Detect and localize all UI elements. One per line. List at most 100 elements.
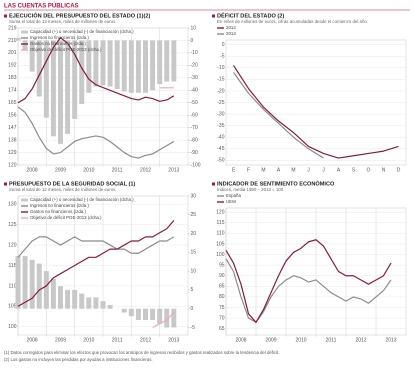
- bar: [135, 40, 141, 93]
- series-line: [225, 258, 392, 323]
- x-tick-label: 2013: [168, 337, 179, 343]
- legend-label: 2013: [226, 31, 236, 36]
- bar: [143, 308, 148, 320]
- x-tick-label: 2008: [27, 337, 38, 343]
- bar: [114, 40, 120, 90]
- y-tick-label: 129: [8, 150, 17, 156]
- legend-label: Ingresos no financieros (izda.): [30, 203, 89, 208]
- page-header: LAS CUENTAS PÚBLICAS: [4, 3, 79, 10]
- y-tick-label: 183: [8, 75, 17, 81]
- y2-tick-label: -90: [191, 150, 198, 156]
- series-line: [17, 37, 175, 104]
- bar: [58, 40, 63, 144]
- legend-label: UEM: [226, 199, 236, 204]
- bar: [15, 256, 21, 309]
- y2-tick-label: -100: [191, 162, 201, 168]
- x-tick-label: 2010: [83, 167, 94, 173]
- bar: [150, 40, 156, 91]
- x-tick-label: 2010: [295, 337, 306, 343]
- y-tick-label: 125: [8, 222, 17, 228]
- legend-label: 2012: [226, 25, 236, 30]
- y-tick-label: -10: [217, 65, 224, 71]
- x-tick-label: O: [367, 167, 371, 173]
- x-tick-label: 2009: [265, 337, 276, 343]
- y-tick-label: -45: [217, 146, 224, 152]
- x-tick-label: 2012: [355, 337, 366, 343]
- legend-label: Ingresos no financieros (izda.): [30, 35, 89, 40]
- chart-subtitle: En miles de millones de euros, cifras ac…: [217, 19, 367, 24]
- bar: [29, 40, 35, 72]
- bar: [93, 297, 99, 309]
- y-tick-label: 105: [8, 304, 17, 310]
- y2-tick-label: 0: [191, 306, 194, 312]
- bar: [121, 308, 127, 313]
- y2-tick-label: -60: [191, 113, 198, 119]
- bar: [171, 308, 177, 328]
- x-tick-label: M: [261, 167, 265, 173]
- bar: [50, 40, 56, 137]
- y-tick-label: -20: [217, 88, 224, 94]
- y-tick-label: 65: [219, 326, 225, 332]
- series-line: [225, 239, 392, 323]
- bar: [107, 40, 113, 87]
- bar: [43, 271, 49, 309]
- y-tick-label: -40: [217, 135, 224, 141]
- legend-label: España: [226, 193, 241, 198]
- legend-label: Capacidad (+) o necesidad (-) de financi…: [30, 197, 134, 202]
- y-tick-label: 165: [8, 100, 17, 106]
- y2-tick-label: 5: [191, 287, 194, 293]
- y-tick-label: 130: [8, 202, 17, 208]
- x-tick-label: 2008: [235, 337, 246, 343]
- y-tick-label: 115: [9, 263, 17, 269]
- y-tick-label: 120: [8, 162, 17, 168]
- chart-title: INDICADOR DE SENTIMIENTO ECONÓMICO: [217, 179, 335, 187]
- bar: [58, 286, 63, 309]
- legend-label: Objetivo de déficit PGE-2013 (dcha.): [30, 47, 102, 52]
- bar: [72, 40, 78, 119]
- y-tick-label: 70: [219, 315, 225, 321]
- x-tick-label: J: [307, 167, 310, 173]
- series-line: [152, 312, 175, 329]
- y-tick-label: 100: [216, 252, 225, 258]
- footnote: (1) Datos corregidos para eliminar los e…: [4, 350, 279, 355]
- y-tick-label: -15: [217, 77, 224, 83]
- chart-title: PRESUPUESTO DE LA SEGURIDAD SOCIAL (1): [9, 181, 136, 187]
- y2-tick-label: -30: [191, 75, 198, 81]
- bar: [43, 40, 49, 118]
- y-tick-label: -35: [217, 123, 224, 129]
- title-bullet: [4, 182, 7, 186]
- y2-tick-label: 15: [191, 250, 197, 256]
- bar: [143, 40, 148, 93]
- x-tick-label: J: [322, 167, 325, 173]
- x-tick-label: A: [277, 167, 281, 173]
- bar: [93, 40, 99, 87]
- footnote: (2) Los gastos no incluyen las pérdidas …: [4, 357, 153, 362]
- y-tick-label: 138: [8, 137, 17, 143]
- y-tick-label: 210: [8, 38, 17, 44]
- bar: [65, 289, 71, 309]
- legend-swatch: [21, 198, 28, 202]
- bar: [29, 259, 35, 309]
- bar: [164, 308, 170, 328]
- x-tick-label: 2013: [385, 337, 396, 343]
- legend-label: Capacidad (+) o necesidad (-) de financi…: [30, 29, 134, 34]
- y-tick-label: 174: [8, 88, 17, 94]
- y2-tick-label: -70: [191, 125, 198, 131]
- series-line: [17, 106, 175, 159]
- x-tick-label: 2009: [55, 337, 66, 343]
- y-tick-label: 115: [217, 220, 225, 226]
- bar: [150, 308, 156, 320]
- x-tick-label: 2012: [140, 167, 151, 173]
- y-tick-label: -30: [217, 111, 224, 117]
- y-tick-label: 105: [216, 241, 225, 247]
- legend-label: Gastos no financieros (izda.): [30, 209, 86, 214]
- legend-label: Gastos no financieros (izda.): [30, 41, 86, 46]
- x-tick-label: 2011: [326, 337, 337, 343]
- series-line: [17, 220, 175, 307]
- x-tick-label: 2009: [55, 167, 66, 173]
- bar: [79, 40, 85, 104]
- x-tick-label: D: [397, 167, 401, 173]
- y-tick-label: 219: [8, 25, 17, 31]
- y2-tick-label: -5: [191, 325, 196, 331]
